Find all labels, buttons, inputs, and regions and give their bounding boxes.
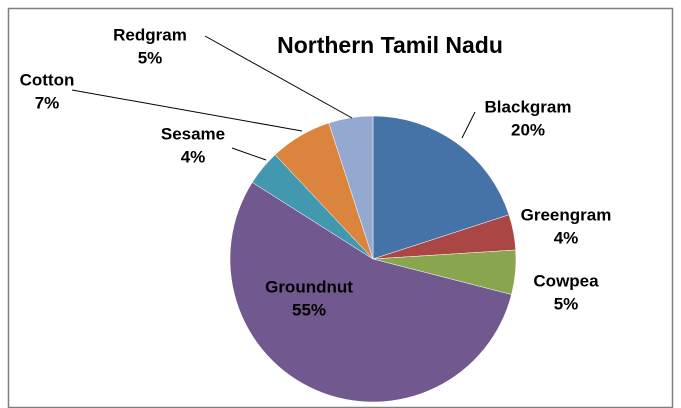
chart-title: Northern Tamil Nadu <box>277 32 503 58</box>
pie-slice <box>372 115 510 260</box>
slice-label: Sesame <box>161 124 225 143</box>
leader-line <box>461 111 476 139</box>
pie-slice <box>328 115 374 260</box>
slice-value-label: 5% <box>554 294 579 313</box>
leader-line <box>231 147 267 161</box>
slice-value-label: 55% <box>292 300 326 319</box>
slice-label: Cowpea <box>533 271 599 290</box>
pie-slice <box>229 182 512 403</box>
slice-value-label: 4% <box>181 147 206 166</box>
slice-value-label: 4% <box>554 228 579 247</box>
slice-value-label: 5% <box>138 48 163 67</box>
slice-label: Groundnut <box>265 277 353 296</box>
slice-label: Blackgram <box>485 97 572 116</box>
slice-label: Greengram <box>521 205 612 224</box>
leader-line <box>204 35 353 119</box>
leader-line <box>71 89 303 132</box>
slice-label: Redgram <box>113 25 187 44</box>
slice-value-label: 7% <box>35 93 60 112</box>
slice-value-label: 20% <box>511 120 545 139</box>
slice-label: Cotton <box>20 70 75 89</box>
